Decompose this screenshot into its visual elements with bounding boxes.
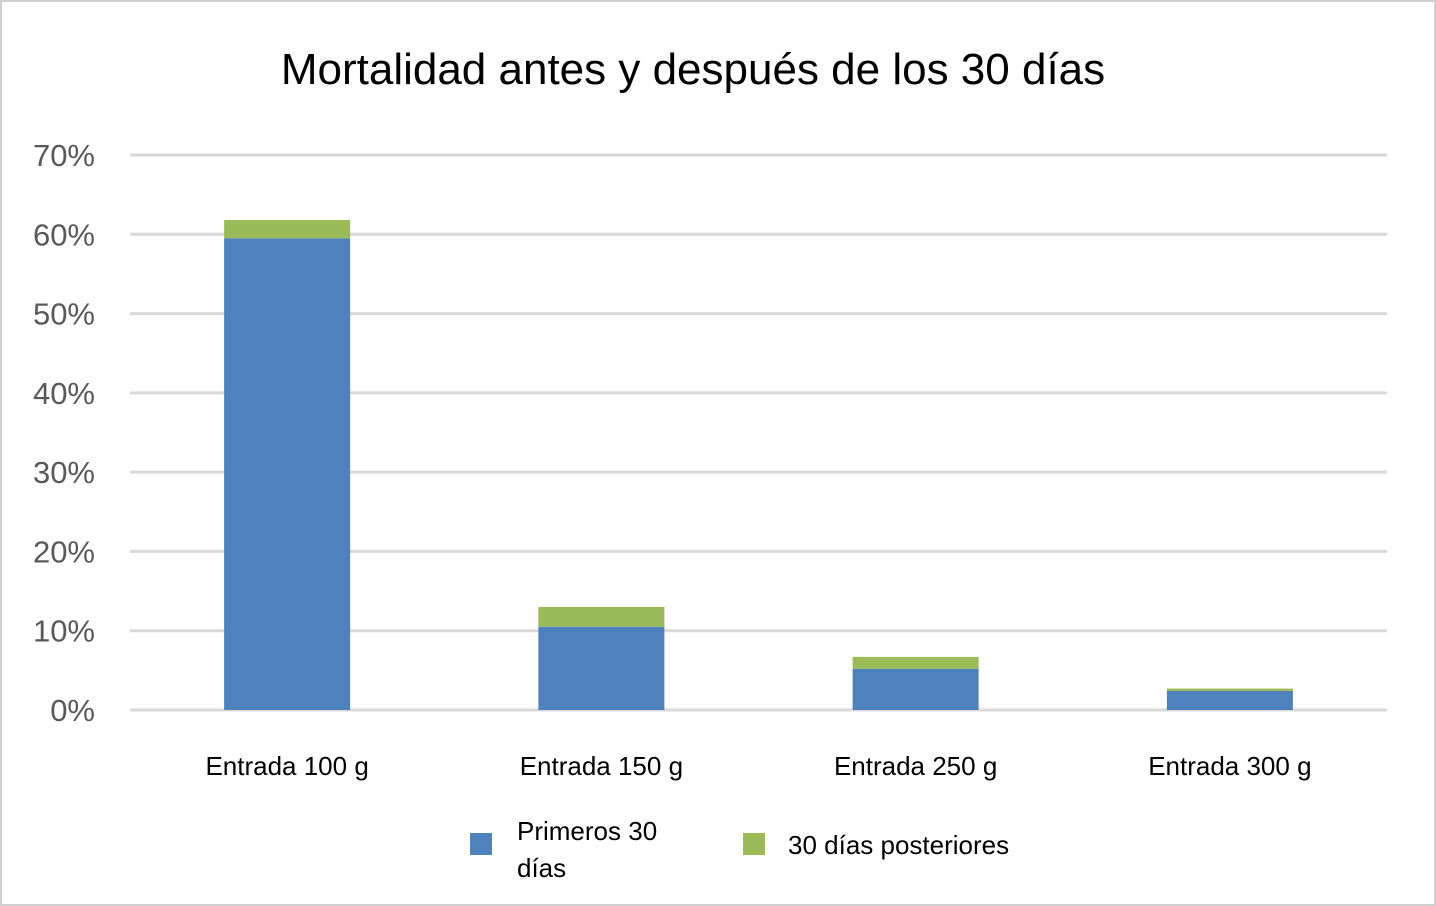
y-tick-label: 60% bbox=[33, 217, 95, 252]
legend-item: Primeros 30 días bbox=[470, 816, 657, 883]
legend: Primeros 30 días 30 días posteriores bbox=[470, 816, 1009, 883]
bar-segment bbox=[538, 626, 665, 710]
y-tick-label: 40% bbox=[33, 376, 95, 411]
y-tick-label: 30% bbox=[33, 455, 95, 490]
y-tick-label: 20% bbox=[33, 534, 95, 569]
bar-segment bbox=[538, 606, 665, 627]
bar-segment bbox=[1166, 688, 1293, 691]
bar-segment bbox=[1166, 690, 1293, 710]
legend-label: 30 días posteriores bbox=[788, 830, 1009, 860]
x-tick-label: Entrada 150 g bbox=[520, 751, 683, 781]
y-tick-label: 50% bbox=[33, 297, 95, 332]
legend-swatch bbox=[743, 833, 765, 855]
bar-segment bbox=[852, 656, 979, 669]
y-tick-label: 0% bbox=[50, 693, 95, 728]
bar-segment bbox=[224, 238, 351, 710]
x-tick-label: Entrada 250 g bbox=[834, 751, 997, 781]
legend-label: días bbox=[517, 853, 566, 883]
bars bbox=[224, 220, 1293, 710]
bar-segment bbox=[224, 220, 351, 239]
x-axis-ticks: Entrada 100 g Entrada 150 g Entrada 250 g E… bbox=[205, 751, 1311, 781]
legend-swatch bbox=[470, 833, 492, 855]
legend-item: 30 días posteriores bbox=[743, 830, 1009, 860]
y-tick-label: 10% bbox=[33, 614, 95, 649]
chart-title: Mortalidad antes y después de los 30 día… bbox=[281, 45, 1105, 94]
x-tick-label: Entrada 300 g bbox=[1148, 751, 1311, 781]
legend-label: Primeros 30 bbox=[517, 816, 657, 846]
x-tick-label: Entrada 100 g bbox=[205, 751, 368, 781]
y-tick-label: 70% bbox=[33, 138, 95, 173]
y-axis-ticks: 0% 10% 20% 30% 40% 50% 60% 70% bbox=[33, 138, 95, 728]
bar-segment bbox=[852, 668, 979, 710]
